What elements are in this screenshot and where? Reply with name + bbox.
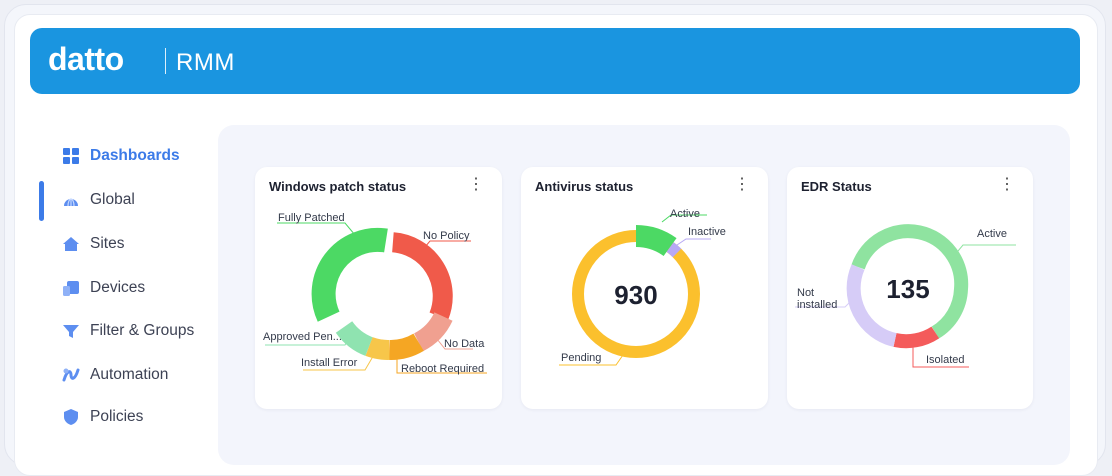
sidebar-item-filter-groups[interactable]: Filter & Groups <box>62 318 194 344</box>
more-options-icon[interactable]: ⋮ <box>468 176 484 193</box>
active-nav-marker <box>39 181 44 221</box>
patch-donut-chart: Fully Patched No Policy No Data Reboot R… <box>263 212 487 375</box>
label-no-data: No Data <box>444 338 485 350</box>
shield-icon <box>62 408 80 426</box>
label-av-inactive: Inactive <box>688 226 726 238</box>
sidebar-item-dashboards[interactable]: Dashboards <box>62 143 180 169</box>
top-header: datto RMM <box>30 28 1080 94</box>
widget-edr-status: Active Isolated Not installed 135 EDR St… <box>787 167 1033 409</box>
widget-antivirus-status: Active Inactive Pending 930 Antivirus st… <box>521 167 768 409</box>
label-av-pending: Pending <box>561 352 601 364</box>
widget-windows-patch-status: Fully Patched No Policy No Data Reboot R… <box>255 167 502 409</box>
segment-inactive[interactable] <box>666 242 682 258</box>
house-icon <box>62 235 80 253</box>
sidebar-item-policies[interactable]: Policies <box>62 404 143 430</box>
more-options-icon[interactable]: ⋮ <box>999 176 1015 193</box>
sidebar-item-label: Sites <box>90 235 125 252</box>
label-fully-patched: Fully Patched <box>278 212 345 224</box>
label-edr-not-installed-line2: installed <box>797 299 837 311</box>
segment-install-error[interactable] <box>365 337 390 360</box>
edr-total: 135 <box>886 274 929 304</box>
sidebar-item-label: Devices <box>90 279 146 296</box>
grid-icon <box>62 147 80 165</box>
segment-reboot-required[interactable] <box>388 333 424 360</box>
label-edr-isolated: Isolated <box>926 354 965 366</box>
label-edr-not-installed-line1: Not <box>797 287 814 299</box>
sidebar-item-devices[interactable]: Devices <box>62 275 145 301</box>
widget-title: Windows patch status <box>269 179 407 194</box>
segment-edr-active[interactable] <box>851 224 969 339</box>
antivirus-total: 930 <box>614 280 657 310</box>
widget-title: EDR Status <box>801 179 872 194</box>
devices-icon <box>62 279 80 297</box>
label-install-error: Install Error <box>301 357 358 369</box>
label-approved-pending: Approved Pen... <box>263 331 342 343</box>
sidebar-item-label: Dashboards <box>90 147 180 164</box>
product-name: RMM <box>176 49 235 76</box>
widget-title: Antivirus status <box>535 179 634 194</box>
label-no-policy: No Policy <box>423 230 470 242</box>
segment-no-data[interactable] <box>413 311 453 352</box>
segment-edr-isolated[interactable] <box>893 326 940 349</box>
antivirus-donut-chart: Active Inactive Pending 930 <box>559 208 726 366</box>
label-reboot-required: Reboot Required <box>401 363 484 375</box>
sidebar-item-label: Filter & Groups <box>90 322 195 339</box>
sidebar-item-global[interactable]: Global <box>62 187 135 213</box>
segment-approved-pending[interactable] <box>335 320 374 356</box>
more-options-icon[interactable]: ⋮ <box>734 176 750 193</box>
edr-donut-chart: Active Isolated Not installed 135 <box>795 224 1016 368</box>
sidebar-item-label: Automation <box>90 366 169 383</box>
sidebar-item-label: Global <box>90 191 135 208</box>
sidebar-item-automation[interactable]: Automation <box>62 362 168 388</box>
sidebar-item-sites[interactable]: Sites <box>62 231 124 257</box>
segment-edr-not-installed[interactable] <box>846 264 897 347</box>
automation-icon <box>62 366 80 384</box>
filter-icon <box>62 322 80 340</box>
brand-divider <box>165 48 166 74</box>
segment-no-policy[interactable] <box>391 232 453 321</box>
segment-fully-patched[interactable] <box>311 227 388 322</box>
label-edr-active: Active <box>977 228 1007 240</box>
segment-active[interactable] <box>635 225 677 257</box>
brand-logo[interactable]: datto <box>48 41 124 77</box>
globe-icon <box>62 191 80 209</box>
sidebar-item-label: Policies <box>90 408 144 425</box>
label-av-active: Active <box>670 208 700 220</box>
